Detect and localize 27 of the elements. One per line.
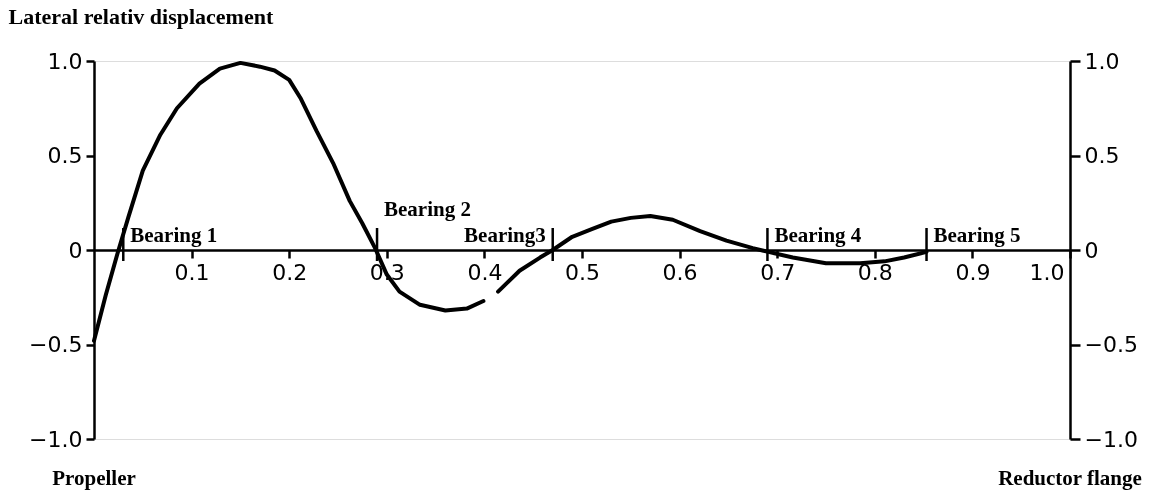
y-tick-label: −0.5 (29, 332, 83, 357)
y2-tick-label: 0 (1084, 237, 1099, 263)
x-tick-label: 0.5 (565, 259, 600, 285)
y2-tick-label: 1.0 (1084, 48, 1120, 74)
ref-line-label: Bearing3 (464, 223, 546, 247)
y-tick-label: 0.5 (47, 143, 83, 168)
x-tick-label: 0.1 (174, 259, 210, 285)
y-tick-label: 1.0 (47, 48, 83, 74)
x-tick-label: 0.7 (760, 259, 796, 285)
x-tick-label: 0.9 (955, 259, 991, 285)
x-tick-label: 0.6 (662, 259, 698, 285)
text: Propeller (52, 466, 136, 490)
ref-line-label: Bearing 4 (774, 223, 862, 247)
y-tick-label: −1.0 (29, 426, 83, 452)
y-axis-title: Lateral relativ displacement (8, 3, 274, 29)
text: Reductor flange (998, 466, 1142, 490)
ref-line-label: Bearing 1 (130, 223, 218, 247)
y2-tick-label: −0.5 (1084, 332, 1138, 357)
x-tick-label: 0.4 (467, 259, 503, 285)
y2-tick-label: 0.5 (1084, 143, 1120, 168)
x-tick-label: 1.0 (1029, 259, 1065, 285)
y-tick-label: 0 (68, 237, 83, 263)
x-tick-label: 0.2 (272, 259, 308, 285)
ref-line-label: Bearing 2 (384, 197, 471, 221)
y2-tick-label: −1.0 (1084, 426, 1138, 452)
ref-line-label: Bearing 5 (933, 223, 1021, 247)
x-tick-label: 0.8 (857, 259, 893, 285)
